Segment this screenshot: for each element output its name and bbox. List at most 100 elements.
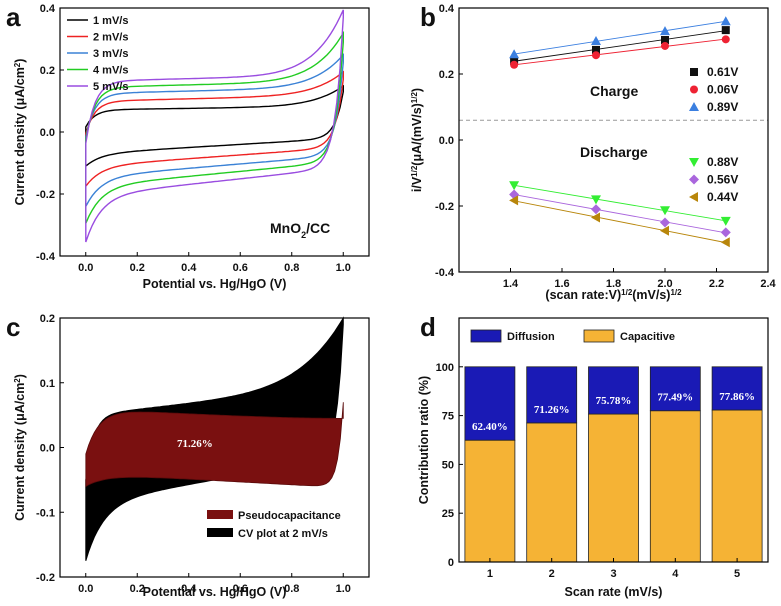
- legend-c-swatch: [207, 528, 233, 537]
- data-point-0.44V: [509, 195, 519, 206]
- bar-value-label: 71.26%: [534, 404, 570, 416]
- legend-d-label-capacitive: Capacitive: [620, 331, 675, 343]
- a-xtick-label: 0.0: [78, 262, 93, 274]
- c-xtick-label: 0.4: [181, 583, 197, 595]
- d-xtick-label: 1: [487, 568, 493, 580]
- c-ytick-label: 0.1: [40, 378, 55, 390]
- cv-loop-5: [85, 9, 344, 243]
- a-xtick-label: 0.2: [130, 262, 145, 274]
- legend-b-label: 0.89V: [707, 100, 738, 114]
- panel-b-xlabel: (scan rate:V)1/2(mV/s)1/2: [545, 288, 682, 303]
- fit-line-0.89V: [514, 20, 726, 55]
- data-point-0.06V: [661, 41, 669, 50]
- c-xtick-label: 0.6: [233, 583, 248, 595]
- c-ytick-label: -0.2: [36, 572, 55, 584]
- c-ytick-label: 0.2: [40, 313, 55, 325]
- panel-a-xlabel: Potential vs. Hg/HgO (V): [143, 277, 287, 291]
- data-point-0.89V: [660, 26, 670, 36]
- cv-loop-1: [85, 84, 344, 168]
- legend-c-label: Pseudocapacitance: [238, 510, 341, 522]
- bar-diffusion-3: [588, 366, 639, 415]
- a-xtick-label: 0.8: [284, 262, 299, 274]
- data-point-0.89V: [590, 36, 601, 45]
- panel-d-ylabel: Contribution ratio (%): [417, 376, 431, 504]
- c-ytick-label: 0.0: [40, 443, 55, 455]
- cv-loop-3: [85, 53, 344, 207]
- panel-d-letter: d: [420, 312, 436, 342]
- a-ytick-label: -0.2: [36, 189, 55, 201]
- legend-a-label: 4 mV/s: [93, 65, 128, 77]
- a-xtick-label: 0.6: [233, 262, 248, 274]
- b-ytick-label: -0.2: [435, 201, 454, 213]
- fit-line-0.44V: [514, 200, 726, 244]
- legend-b-marker: [689, 158, 699, 167]
- fit-line-0.61V: [514, 30, 726, 62]
- d-ytick-label: 75: [442, 411, 454, 423]
- b-ytick-label: 0.4: [439, 3, 455, 15]
- legend-a-label: 2 mV/s: [93, 32, 128, 44]
- panel-b-letter: b: [420, 2, 436, 32]
- d-ytick-label: 0: [448, 557, 454, 569]
- b-ytick-label: -0.4: [435, 267, 455, 279]
- bar-capacitive-4: [649, 410, 701, 563]
- data-point-0.88V: [720, 216, 731, 226]
- legend-b-label: 0.44V: [707, 190, 738, 204]
- annotation-71-26: 71.26%: [177, 438, 213, 450]
- c-xtick-label: 0.0: [78, 583, 93, 595]
- bar-capacitive-5: [711, 409, 763, 563]
- b-ytick-label: 0.2: [439, 69, 454, 81]
- bar-diffusion-2: [526, 366, 578, 424]
- annotation-mno2-cc: MnO2/CC: [270, 220, 330, 240]
- bar-value-label: 75.78%: [596, 395, 632, 407]
- bar-diffusion-4: [649, 366, 701, 412]
- legend-a-label: 1 mV/s: [93, 15, 128, 27]
- c-ytick-label: -0.1: [36, 507, 55, 519]
- cv-loop-2: [85, 70, 344, 189]
- label-discharge: Discharge: [580, 144, 648, 160]
- b-xtick-label: 1.4: [503, 278, 519, 290]
- legend-a-label: 3 mV/s: [93, 48, 128, 60]
- legend-d-swatch-capacitive: [583, 329, 615, 343]
- legend-c-swatch: [207, 510, 233, 519]
- panel-d-xlabel: Scan rate (mV/s): [565, 585, 663, 599]
- fit-line-0.06V: [514, 38, 726, 66]
- a-ytick-label: 0.4: [40, 3, 56, 15]
- data-point-0.06V: [721, 35, 730, 44]
- legend-d-swatch-diffusion: [470, 329, 502, 343]
- data-point-0.61V: [591, 45, 600, 54]
- a-ytick-label: 0.0: [40, 127, 55, 139]
- bar-diffusion-5: [711, 366, 763, 411]
- label-charge: Charge: [590, 83, 638, 99]
- fit-line-0.88V: [514, 184, 726, 222]
- panel-d-frame: [458, 317, 769, 563]
- fit-line-0.56V: [514, 194, 726, 234]
- panel-a-ylabel: Current density (μA/cm2): [13, 59, 28, 206]
- c-xtick-label: 0.2: [130, 583, 145, 595]
- panel-a-letter: a: [6, 2, 21, 32]
- d-xtick-label: 3: [610, 568, 616, 580]
- data-point-0.06V: [510, 60, 519, 69]
- b-xtick-label: 2.4: [760, 278, 776, 290]
- b-xtick-label: 2.0: [657, 278, 672, 290]
- pseudocapacitance-area: [85, 402, 344, 488]
- data-point-0.88V: [509, 181, 520, 191]
- c-xtick-label: 0.8: [284, 583, 299, 595]
- bar-capacitive-2: [526, 422, 578, 563]
- bar-diffusion-1: [464, 366, 516, 441]
- data-point-0.61V: [721, 26, 730, 35]
- data-point-0.56V: [660, 217, 670, 228]
- c-xtick-label: 1.0: [336, 583, 351, 595]
- data-point-0.61V: [661, 36, 669, 45]
- data-point-0.56V: [590, 204, 601, 215]
- panel-c-xlabel: Potential vs. Hg/HgO (V): [143, 585, 287, 599]
- a-ytick-label: 0.2: [40, 65, 55, 77]
- d-xtick-label: 5: [734, 568, 740, 580]
- legend-b-label: 0.06V: [707, 83, 738, 97]
- legend-b-label: 0.88V: [707, 155, 738, 169]
- b-xtick-label: 1.8: [606, 278, 621, 290]
- bar-value-label: 77.86%: [719, 391, 755, 403]
- d-ytick-label: 100: [436, 362, 454, 374]
- legend-b-label: 0.61V: [707, 65, 738, 79]
- legend-a-label: 5 mV/s: [93, 81, 128, 93]
- a-ytick-label: -0.4: [36, 251, 56, 263]
